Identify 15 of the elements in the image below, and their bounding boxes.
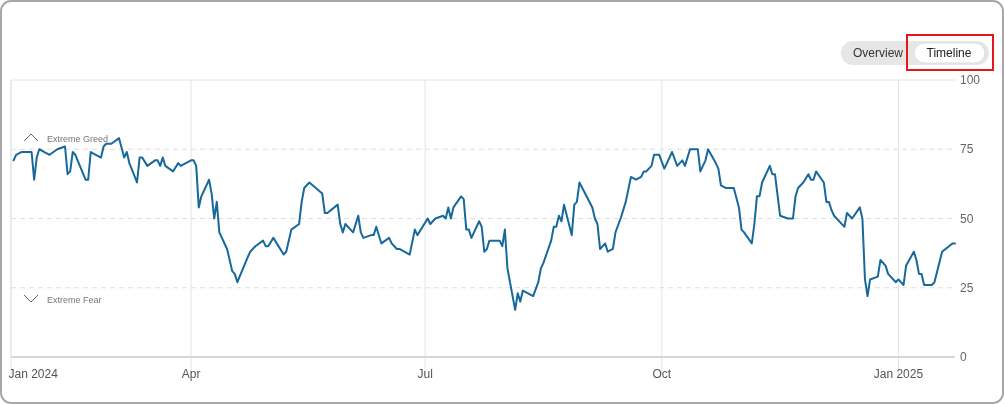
- y-tick-label: 25: [960, 280, 974, 295]
- text: Overview: [852, 46, 904, 60]
- x-tick-label: Jan 2024: [8, 367, 59, 381]
- x-tick-label: Jan 2025: [873, 367, 924, 381]
- annotation: Extreme Fear: [47, 295, 102, 305]
- x-tick-label: Apr: [181, 367, 201, 381]
- y-tick-label: 100: [960, 73, 981, 87]
- y-tick-label: 75: [960, 142, 974, 157]
- x-tick-label: Jul: [417, 367, 433, 381]
- x-tick-label: Oct: [652, 367, 672, 381]
- y-tick-label: 50: [960, 211, 974, 226]
- annotation: Extreme Greed: [47, 134, 109, 144]
- line-series: [12, 137, 956, 311]
- text: Timeline: [926, 46, 972, 60]
- y-tick-label: 0: [960, 350, 967, 364]
